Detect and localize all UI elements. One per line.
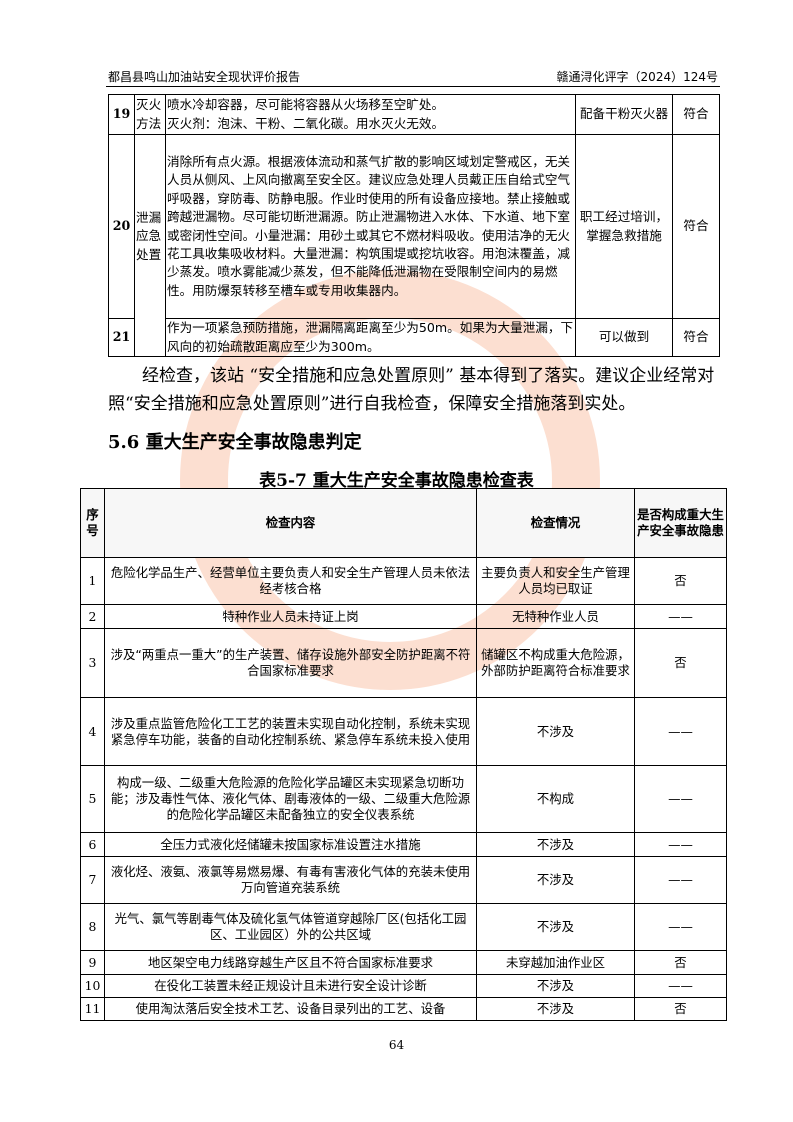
- row-result: 符合: [672, 134, 720, 319]
- row-status: 无特种作业人员: [476, 604, 635, 629]
- row-content: 涉及“两重点一重大”的生产装置、储存设施外部安全防护距离不符合国家标准要求: [104, 628, 477, 698]
- row-content: 光气、氯气等剧毒气体及硫化氢气体管道穿越除厂区(包括化工园区、工业园区）外的公共…: [104, 903, 477, 951]
- table-row: 5 构成一级、二级重大危险源的危险化学品罐区未实现紧急切断功能；涉及毒性气体、液化…: [80, 765, 727, 833]
- page-number: 64: [388, 1038, 405, 1052]
- row-hazard: ——: [634, 903, 727, 951]
- row-content: 地区架空电力线路穿越生产区且不符合国家标准要求: [104, 950, 477, 975]
- row-content: 危险化学品生产、经营单位主要负责人和安全生产管理人员未依法经考核合格: [104, 557, 477, 605]
- row-hazard: 否: [634, 557, 727, 605]
- row-measure: 配备干粉灭火器: [575, 94, 673, 135]
- row-content: 在役化工装置未经正规设计且未进行安全设计诊断: [104, 974, 477, 998]
- row-number: 5: [80, 765, 105, 833]
- row-status: 不涉及: [476, 697, 635, 766]
- table-row: 6 全压力式液化烃储罐未按国家标准设置注水措施 不涉及 ——: [80, 832, 727, 857]
- row-number: 3: [80, 628, 105, 698]
- row-number: 19: [108, 94, 135, 135]
- table-row: 9 地区架空电力线路穿越生产区且不符合国家标准要求 未穿越加油作业区否: [80, 950, 727, 975]
- safety-measures-table: 19 灭火方法 喷水冷却容器，尽可能将容器从火场移至空旷处。 灭火剂：泡沫、干粉…: [108, 94, 720, 357]
- row-status: 未穿越加油作业区: [476, 950, 635, 975]
- row-number: 6: [80, 832, 105, 857]
- row-status: 不涉及: [476, 856, 635, 904]
- row-result: 符合: [672, 318, 720, 357]
- report-number: 赣通浔化评字（2024）124号: [556, 70, 718, 84]
- table-row: 8 光气、氯气等剧毒气体及硫化氢气体管道穿越除厂区(包括化工园区、工业园区）外的公…: [80, 903, 727, 951]
- row-content: 全压力式液化烃储罐未按国家标准设置注水措施: [104, 832, 477, 857]
- table-caption: 表5-7 重大生产安全事故隐患检查表: [259, 471, 534, 491]
- table-row: 20 泄漏应急处置 消除所有点火源。根据液体流动和蒸气扩散的影响区域划定警戒区，…: [108, 134, 720, 357]
- row-number: 4: [80, 697, 105, 766]
- row-hazard: ——: [634, 604, 727, 629]
- row-number: 21: [108, 318, 135, 357]
- row-content: 喷水冷却容器，尽可能将容器从火场移至空旷处。 灭火剂：泡沫、干粉、二氧化碳。用水…: [165, 94, 576, 135]
- table-row: 1 危险化学品生产、经营单位主要负责人和安全生产管理人员未依法经考核合格 主要负责人…: [80, 557, 727, 605]
- header-hazard: 是否构成重大生产安全事故隐患: [634, 488, 727, 558]
- table-row: 3 涉及“两重点一重大”的生产装置、储存设施外部安全防护距离不符合国家标准要求 储罐…: [80, 628, 727, 698]
- row-number: 7: [80, 856, 105, 904]
- header-status: 检查情况: [476, 488, 635, 558]
- row-hazard: ——: [634, 765, 727, 833]
- table-row: 21 作为一项紧急预防措施，泄漏隔离距离至少为50m。如果为大量泄漏，下风向的初…: [108, 318, 720, 357]
- table-row: 4 涉及重点监管危险化工工艺的装置未实现自动化控制，系统未实现紧急停车功能，装备的…: [80, 697, 727, 766]
- table-header-row: 序号 检查内容 检查情况 是否构成重大生产安全事故隐患: [80, 488, 727, 558]
- row-number: 2: [80, 604, 105, 629]
- row-status: 不涉及: [476, 997, 635, 1021]
- row-status: 不涉及: [476, 832, 635, 857]
- row-hazard: 否: [634, 997, 727, 1021]
- conclusion-paragraph: 经检查，该站 “安全措施和应急处置原则” 基本得到了落实。建议企业经常对照“安全…: [108, 366, 715, 414]
- row-category: 泄漏应急处置: [134, 134, 166, 357]
- row-status: 不涉及: [476, 903, 635, 951]
- row-result: 符合: [672, 94, 720, 135]
- row-hazard: 否: [634, 628, 727, 698]
- row-content: 作为一项紧急预防措施，泄漏隔离距离至少为50m。如果为大量泄漏，下风向的初始疏散…: [165, 318, 576, 357]
- row-hazard: ——: [634, 697, 727, 766]
- table-row: 10 在役化工装置未经正规设计且未进行安全设计诊断 不涉及 ——: [80, 974, 727, 998]
- row-status: 储罐区不构成重大危险源，外部防护距离符合标准要求: [476, 628, 635, 698]
- row-status: 不构成: [476, 765, 635, 833]
- hazard-check-table: 序号 检查内容 检查情况 是否构成重大生产安全事故隐患 1 危险化学品生产、经营单…: [80, 488, 727, 1021]
- row-content: 液化烃、液氨、液氯等易燃易爆、有毒有害液化气体的充装未使用万向管道充装系统: [104, 856, 477, 904]
- row-content: 使用淘汰落后安全技术工艺、设备目录列出的工艺、设备: [104, 997, 477, 1021]
- row-measure: 可以做到: [575, 318, 673, 357]
- row-hazard: 否: [634, 950, 727, 975]
- row-hazard: ——: [634, 832, 727, 857]
- row-number: 20: [108, 134, 135, 319]
- row-number: 9: [80, 950, 105, 975]
- row-hazard: ——: [634, 856, 727, 904]
- report-title: 都昌县鸣山加油站安全现状评价报告: [108, 70, 301, 84]
- row-number: 11: [80, 997, 105, 1021]
- row-number: 10: [80, 974, 105, 998]
- header-divider: [106, 86, 720, 87]
- row-measure: 职工经过培训，掌握急救措施: [575, 134, 673, 319]
- header-no: 序号: [80, 488, 105, 558]
- row-content: 构成一级、二级重大危险源的危险化学品罐区未实现紧急切断功能；涉及毒性气体、液化气…: [104, 765, 477, 833]
- table-row: 11 使用淘汰落后安全技术工艺、设备目录列出的工艺、设备 不涉及否: [80, 997, 727, 1021]
- row-number: 8: [80, 903, 105, 951]
- table-row: 19 灭火方法 喷水冷却容器，尽可能将容器从火场移至空旷处。 灭火剂：泡沫、干粉…: [108, 94, 720, 135]
- row-content: 特种作业人员未持证上岗: [104, 604, 477, 629]
- table-row: 2 特种作业人员未持证上岗 无特种作业人员 ——: [80, 604, 727, 629]
- row-content: 涉及重点监管危险化工工艺的装置未实现自动化控制，系统未实现紧急停车功能，装备的自…: [104, 697, 477, 766]
- header-content: 检查内容: [104, 488, 477, 558]
- row-hazard: ——: [634, 974, 727, 998]
- row-status: 主要负责人和安全生产管理人员均已取证: [476, 557, 635, 605]
- row-category: 灭火方法: [134, 94, 166, 135]
- section-heading: 5.6 重大生产安全事故隐患判定: [108, 432, 362, 453]
- row-content: 消除所有点火源。根据液体流动和蒸气扩散的影响区域划定警戒区，无关人员从侧风、上风…: [165, 134, 576, 319]
- table-row: 7 液化烃、液氨、液氯等易燃易爆、有毒有害液化气体的充装未使用万向管道充装系统 不涉…: [80, 856, 727, 904]
- row-number: 1: [80, 557, 105, 605]
- row-status: 不涉及: [476, 974, 635, 998]
